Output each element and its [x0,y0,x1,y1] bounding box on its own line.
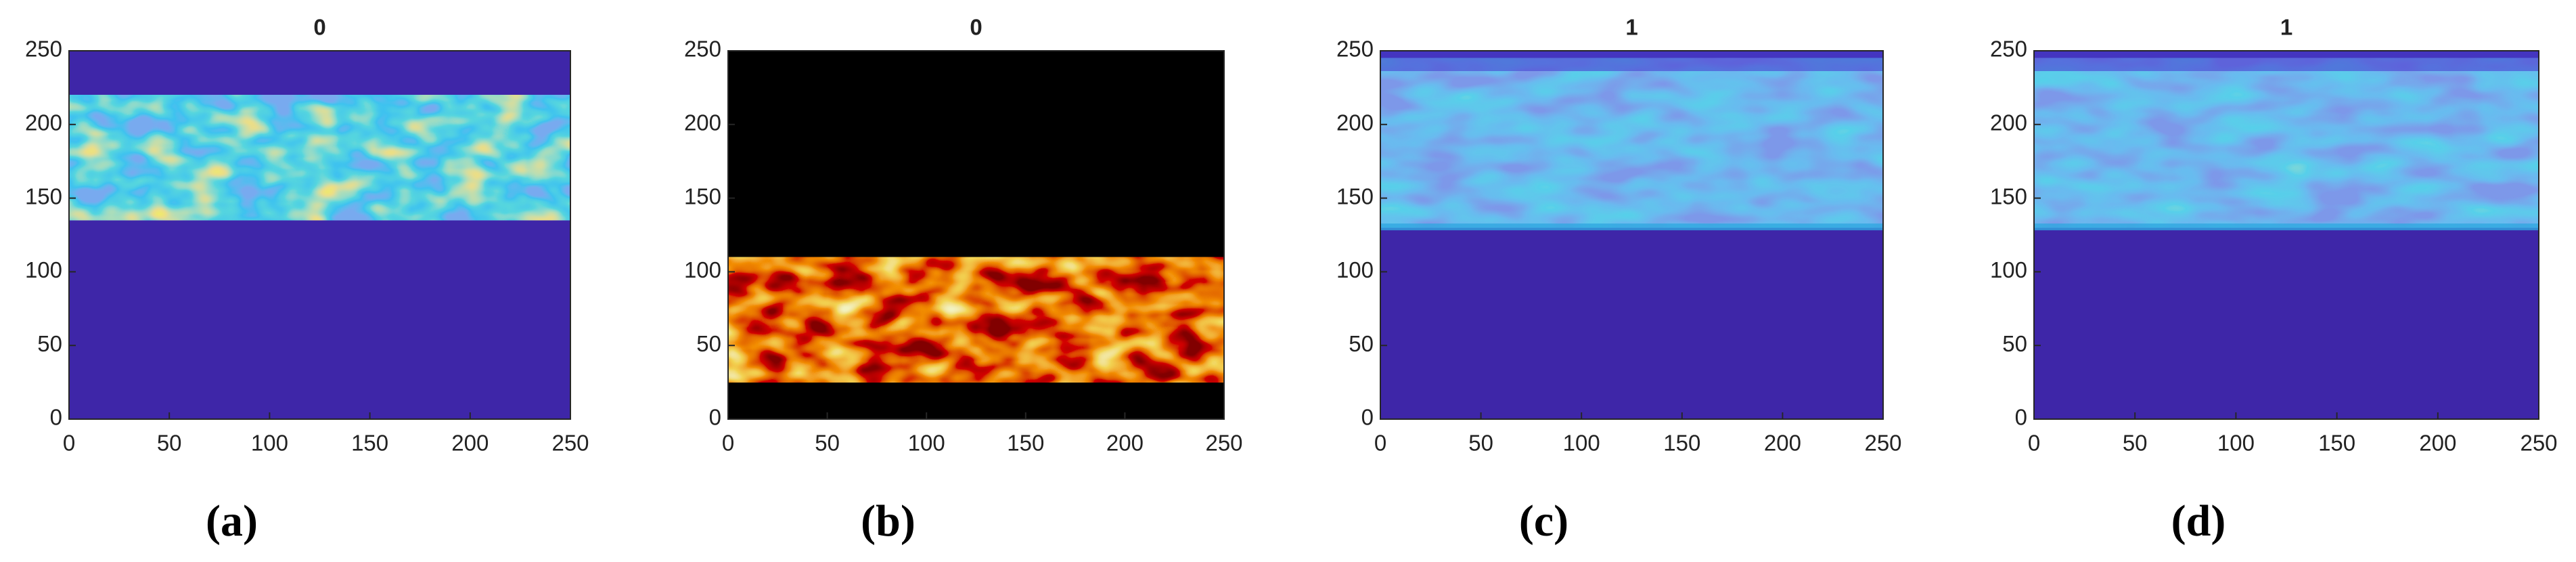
y-tick-label: 200 [25,110,62,135]
x-tick-label: 50 [2123,431,2148,456]
axes-box [68,50,571,420]
heatmap-panel: 0 50 100 150 200 250 0 50 100 150 200 250 1 (c) [1336,15,1902,546]
y-tick-label: 100 [1990,257,2027,282]
heatmap-edge [2034,223,2539,231]
y-tick-label: 100 [25,257,62,282]
y-tick-label: 200 [1990,110,2027,135]
chart-title: 0 [970,15,982,40]
axes-box [727,50,1225,420]
panel-label: (c) [1519,496,1568,546]
y-tick-label: 150 [1990,183,2027,209]
y-tick-label: 200 [1336,110,1374,135]
x-tick-label: 50 [815,431,840,456]
x-tick-label: 200 [2419,431,2456,456]
heatmap-top [1380,51,1883,71]
panel-label: (d) [2171,496,2226,546]
x-tick-label: 0 [1374,431,1386,456]
x-tick-label: 100 [251,431,288,456]
heatmap-top [2034,51,2539,71]
y-tick-label: 250 [1990,37,2027,62]
x-tick-label: 100 [2217,431,2255,456]
x-tick-label: 50 [157,431,182,456]
heatmap-field [1380,58,1883,228]
y-tick-label: 50 [1349,331,1374,356]
chart-title: 1 [1625,15,1637,40]
y-tick-label: 0 [2015,405,2027,430]
y-tick-label: 150 [25,183,62,209]
panel-label: (b) [861,496,916,546]
y-tick-label: 150 [1336,183,1374,209]
y-tick-label: 0 [50,405,62,430]
x-tick-label: 200 [451,431,489,456]
heatmap-field [69,95,570,221]
chart-title: 1 [2280,15,2292,40]
y-tick-label: 250 [684,37,721,62]
x-tick-label: 0 [63,431,75,456]
y-tick-label: 250 [1336,37,1374,62]
y-tick-label: 0 [1361,405,1374,430]
x-tick-label: 150 [1663,431,1700,456]
heatmap-panel: 0 50 100 150 200 250 0 50 100 150 200 250 1 (d) [1990,15,2558,546]
axes-box [1380,50,1884,420]
x-tick-label: 200 [1764,431,1801,456]
x-tick-label: 100 [908,431,945,456]
y-tick-label: 50 [37,331,62,356]
x-tick-label: 0 [2028,431,2040,456]
x-tick-label: 250 [2520,431,2557,456]
x-tick-label: 200 [1106,431,1144,456]
x-tick-label: 50 [1468,431,1493,456]
x-tick-label: 150 [1007,431,1044,456]
heatmap-field [2034,58,2539,228]
heatmap-panel: 0 50 100 150 200 250 0 50 100 150 200 250 0 (a) [25,15,589,546]
y-tick-label: 50 [696,331,721,356]
heatmap-field [728,257,1224,383]
y-tick-label: 50 [2002,331,2027,356]
y-tick-label: 250 [25,37,62,62]
x-tick-label: 0 [722,431,734,456]
chart-title: 0 [313,15,325,40]
x-tick-label: 250 [1864,431,1901,456]
x-tick-label: 250 [551,431,589,456]
panel-label: (a) [206,496,258,546]
y-tick-label: 100 [684,257,721,282]
x-tick-label: 100 [1563,431,1600,456]
heatmap-panel: 0 50 100 150 200 250 0 50 100 150 200 250 0 (b) [684,15,1243,546]
x-tick-label: 150 [351,431,388,456]
heatmap-edge [1380,223,1883,231]
y-tick-label: 100 [1336,257,1374,282]
y-tick-label: 0 [709,405,721,430]
x-tick-label: 250 [1205,431,1242,456]
y-tick-label: 200 [684,110,721,135]
x-tick-label: 150 [2318,431,2355,456]
axes-box [2033,50,2539,420]
y-tick-label: 150 [684,183,721,209]
